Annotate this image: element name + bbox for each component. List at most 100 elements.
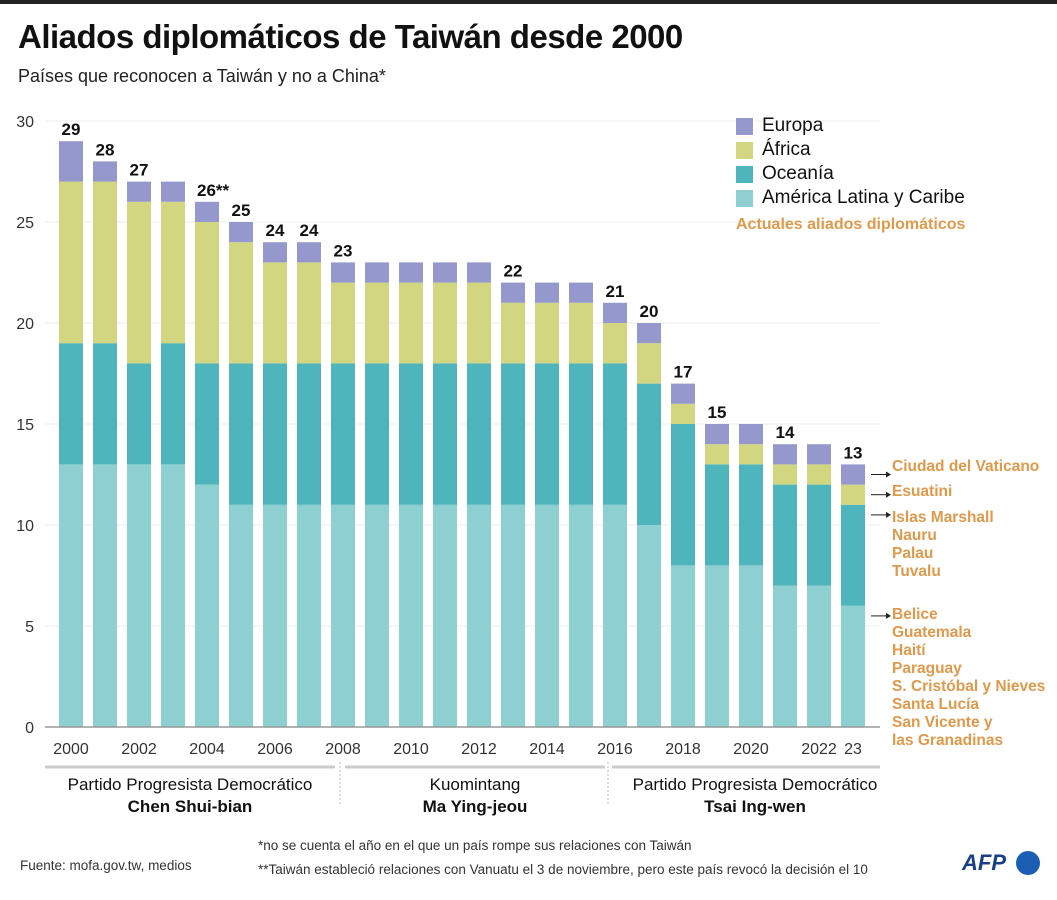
- bar-segment-europa: [331, 262, 355, 283]
- period-ma: Kuomintang Ma Ying-jeou: [345, 774, 605, 818]
- source-note: Fuente: mofa.gov.tw, medios: [20, 858, 192, 873]
- bar-segment-áfrica: [603, 323, 627, 364]
- ally-name: Guatemala: [892, 624, 972, 641]
- bar-segment-europa: [603, 302, 627, 323]
- legend-label: África: [762, 139, 811, 160]
- data-label: 17: [674, 363, 693, 382]
- chart-subtitle: Países que reconocen a Taiwán y no a Chi…: [18, 66, 386, 86]
- arrow-head-icon: [886, 471, 891, 478]
- arrow-head-icon: [886, 511, 891, 518]
- x-tick-label: 2006: [257, 741, 293, 758]
- bar-segment-américa-latina-y-caribe: [637, 525, 661, 727]
- ally-name: Santa Lucía: [892, 696, 979, 713]
- bar-segment-américa-latina-y-caribe: [671, 565, 695, 727]
- bar-segment-europa: [127, 181, 151, 202]
- legend-swatch: [736, 141, 753, 159]
- allies-latam: Belice Guatemala Haití Paraguay S. Crist…: [892, 606, 1045, 750]
- x-tick-label: 2012: [461, 741, 497, 758]
- arrow-head-icon: [886, 612, 891, 619]
- y-tick-label: 25: [16, 215, 34, 232]
- bar-segment-oceanía: [399, 363, 423, 505]
- period-party: Partido Progresista Democrático: [632, 775, 878, 794]
- afp-logo-dot: [1016, 851, 1040, 875]
- period-chen: Partido Progresista Democrático Chen Shui…: [45, 774, 335, 818]
- bar-segment-américa-latina-y-caribe: [433, 504, 457, 727]
- y-tick-label: 5: [25, 619, 34, 636]
- bar-segment-américa-latina-y-caribe: [331, 504, 355, 727]
- x-tick-label: 2014: [529, 741, 565, 758]
- bar-segment-europa: [569, 282, 593, 303]
- ally-name: Haití: [892, 642, 926, 659]
- legend-swatch: [736, 117, 753, 135]
- bar-segment-europa: [59, 141, 83, 182]
- data-label: 15: [708, 403, 727, 422]
- data-label: 27: [130, 161, 149, 180]
- bar-segment-américa-latina-y-caribe: [399, 504, 423, 727]
- bar-segment-américa-latina-y-caribe: [535, 504, 559, 727]
- y-tick-label: 0: [25, 720, 34, 737]
- bar-segment-áfrica: [59, 181, 83, 344]
- bar-segment-oceanía: [705, 464, 729, 566]
- x-tick-label: 2010: [393, 741, 429, 758]
- legend-item-africa: África: [736, 138, 965, 162]
- period-leader: Tsai Ing-wen: [704, 797, 806, 816]
- chart-title: Aliados diplomáticos de Taiwán desde 200…: [18, 18, 683, 55]
- bar-segment-américa-latina-y-caribe: [127, 464, 151, 727]
- bar-segment-áfrica: [433, 282, 457, 364]
- data-label: 21: [606, 282, 625, 301]
- legend-item-europa: Europa: [736, 114, 965, 138]
- bar-segment-áfrica: [739, 444, 763, 465]
- bar-segment-américa-latina-y-caribe: [195, 484, 219, 727]
- bar-segment-áfrica: [399, 282, 423, 364]
- bar-segment-áfrica: [365, 282, 389, 364]
- bar-segment-europa: [773, 444, 797, 465]
- data-label: 24: [266, 221, 285, 240]
- data-label: 26**: [197, 181, 230, 200]
- ally-name: Tuvalu: [892, 563, 941, 580]
- bar-segment-américa-latina-y-caribe: [297, 504, 321, 727]
- allies-oceania: Islas Marshall Nauru Palau Tuvalu: [892, 509, 994, 581]
- ally-africa: Esuatini: [892, 483, 953, 500]
- bar-segment-europa: [841, 464, 865, 485]
- bar-segment-áfrica: [637, 343, 661, 384]
- bar-segment-oceanía: [195, 363, 219, 485]
- x-tick-label: 2008: [325, 741, 361, 758]
- ally-name: Islas Marshall: [892, 509, 994, 526]
- bar-segment-oceanía: [263, 363, 287, 505]
- bar-segment-europa: [535, 282, 559, 303]
- bar-segment-oceanía: [501, 363, 525, 505]
- bar-segment-áfrica: [195, 222, 219, 364]
- legend-label: Europa: [762, 115, 824, 136]
- ally-name: Paraguay: [892, 660, 962, 677]
- data-label: 24: [300, 221, 319, 240]
- bar-segment-oceanía: [467, 363, 491, 505]
- data-label: 20: [640, 302, 659, 321]
- bar-segment-áfrica: [467, 282, 491, 364]
- ally-name: las Granadinas: [892, 732, 1004, 749]
- data-label: 13: [844, 443, 863, 462]
- ally-name: Nauru: [892, 527, 937, 544]
- afp-logo: AFP: [962, 850, 1006, 875]
- ally-name: Belice: [892, 606, 938, 623]
- bar-segment-europa: [297, 242, 321, 263]
- bar-segment-oceanía: [433, 363, 457, 505]
- bar-segment-europa: [161, 181, 185, 202]
- bar-segment-áfrica: [229, 242, 253, 364]
- y-tick-label: 30: [16, 114, 34, 131]
- bar-segment-oceanía: [365, 363, 389, 505]
- bar-segment-oceanía: [569, 363, 593, 505]
- bar-segment-oceanía: [535, 363, 559, 505]
- period-leader: Ma Ying-jeou: [422, 797, 528, 816]
- legend-swatch: [736, 165, 753, 183]
- bar-segment-oceanía: [671, 424, 695, 566]
- footnote-2: **Taiwán estableció relaciones con Vanua…: [258, 862, 868, 877]
- bar-segment-áfrica: [263, 262, 287, 364]
- bar-segment-américa-latina-y-caribe: [93, 464, 117, 727]
- bar-segment-europa: [671, 383, 695, 404]
- bar-segment-oceanía: [331, 363, 355, 505]
- bar-segment-américa-latina-y-caribe: [161, 464, 185, 727]
- bar-segment-europa: [263, 242, 287, 263]
- bar-segment-áfrica: [569, 302, 593, 364]
